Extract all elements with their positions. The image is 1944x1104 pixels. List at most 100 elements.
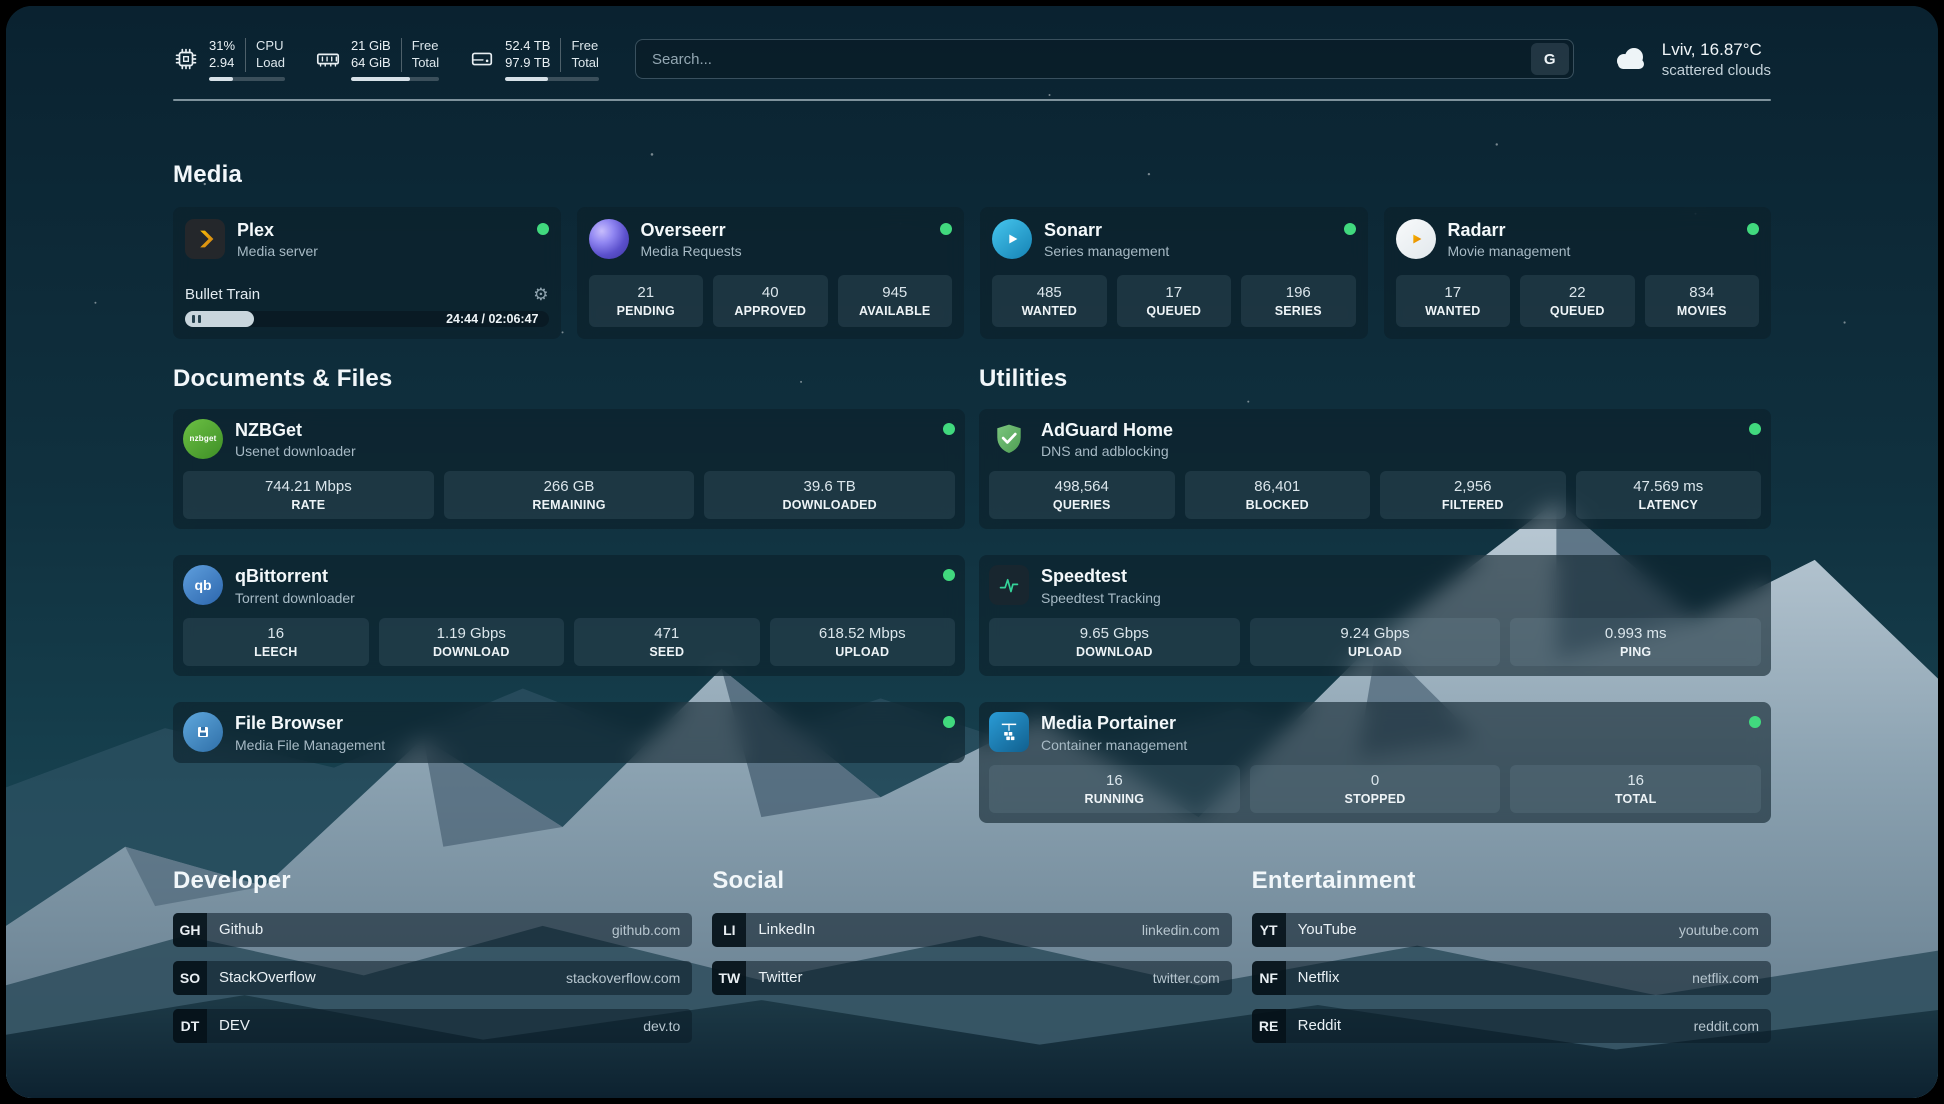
- playback-progress-fill: [185, 310, 255, 327]
- dashboard-screen: 31% 2.94 CPU Load: [6, 6, 1938, 1098]
- weather-location: Lviv, 16.87°C: [1661, 39, 1762, 59]
- stat-download: 1.19 Gbps DOWNLOAD: [378, 618, 564, 667]
- status-online-dot: [1747, 222, 1759, 235]
- stat-available: 945 AVAILABLE: [837, 274, 952, 327]
- developer-title: Developer: [173, 866, 291, 894]
- stat-approved: 40 APPROVED: [713, 274, 828, 327]
- card-nzbget[interactable]: nzbget NZBGet Usenet downloader 744.21 M…: [173, 408, 965, 530]
- radarr-icon: [1395, 218, 1436, 259]
- memory-free-label: Free: [411, 38, 439, 53]
- disk-free-label: Free: [571, 38, 599, 53]
- card-speedtest[interactable]: Speedtest Speedtest Tracking 9.65 Gbps D…: [979, 555, 1771, 677]
- weather-widget: Lviv, 16.87°C scattered clouds: [1610, 40, 1771, 79]
- app-subtitle: Movie management: [1447, 243, 1571, 260]
- app-name: Overseerr: [640, 219, 726, 240]
- topbar-divider: [173, 98, 1771, 101]
- stat-running: 16 RUNNING: [989, 764, 1240, 813]
- bookmark-stackoverflow[interactable]: SO StackOverflow stackoverflow.com: [173, 960, 693, 995]
- memory-widget: 21 GiB 64 GiB Free Total: [315, 38, 440, 81]
- memory-total-value: 64 GiB: [350, 54, 391, 70]
- cpu-label: CPU: [256, 38, 284, 53]
- app-name: AdGuard Home: [1041, 419, 1174, 440]
- status-online-dot: [943, 422, 955, 435]
- filebrowser-icon: [183, 712, 223, 753]
- status-online-dot: [1749, 422, 1761, 435]
- disk-widget: 52.4 TB 97.9 TB Free Total: [469, 38, 599, 81]
- status-online-dot: [943, 569, 955, 582]
- playback-progress-bar[interactable]: 24:44 / 02:06:47: [185, 310, 549, 327]
- bookmark-linkedin[interactable]: LI LinkedIn linkedin.com: [712, 912, 1232, 947]
- disk-free-value: 52.4 TB: [505, 38, 551, 53]
- app-subtitle: Media File Management: [235, 736, 386, 753]
- memory-total-label: Total: [411, 54, 440, 70]
- stat-blocked: 86,401 BLOCKED: [1184, 471, 1370, 520]
- stat-upload: 9.24 Gbps UPLOAD: [1249, 618, 1501, 667]
- stat-series: 196 SERIES: [1241, 274, 1356, 327]
- status-online-dot: [940, 222, 952, 235]
- app-name: Radarr: [1447, 219, 1506, 240]
- bookmark-dev[interactable]: DT DEV dev.to: [173, 1008, 693, 1043]
- app-name: Speedtest: [1041, 566, 1128, 587]
- nzbget-icon: nzbget: [183, 418, 223, 459]
- app-subtitle: Container management: [1041, 736, 1188, 753]
- dev-icon: DT: [173, 1008, 207, 1043]
- card-qbittorrent[interactable]: qb qBittorrent Torrent downloader 16 LEE…: [173, 555, 965, 677]
- cpu-usage-bar: [209, 76, 285, 81]
- stat-remaining: 266 GB REMAINING: [443, 471, 695, 520]
- card-overseerr[interactable]: Overseerr Media Requests 21 PENDING 40 A…: [576, 206, 964, 339]
- app-subtitle: Series management: [1044, 243, 1170, 260]
- playback-time: 24:44 / 02:06:47: [446, 311, 539, 326]
- cpu-percent: 31%: [209, 38, 236, 53]
- stat-queued: 17 QUEUED: [1116, 274, 1231, 327]
- social-title: Social: [712, 866, 785, 894]
- card-filebrowser[interactable]: File Browser Media File Management: [173, 702, 965, 763]
- card-plex[interactable]: Plex Media server Bullet Train ⚙ 24:44: [173, 206, 561, 339]
- pause-icon[interactable]: [192, 314, 201, 323]
- card-portainer[interactable]: Media Portainer Container management 16 …: [979, 702, 1771, 823]
- card-sonarr[interactable]: Sonarr Series management 485 WANTED 17 Q…: [980, 206, 1368, 339]
- topbar: 31% 2.94 CPU Load: [173, 6, 1771, 81]
- youtube-icon: YT: [1251, 912, 1286, 947]
- app-subtitle: Speedtest Tracking: [1041, 590, 1161, 607]
- bookmark-youtube[interactable]: YT YouTube youtube.com: [1251, 912, 1771, 947]
- utilities-title: Utilities: [979, 364, 1068, 392]
- cloud-icon: [1610, 41, 1650, 78]
- linkedin-icon: LI: [712, 912, 747, 947]
- portainer-icon: [989, 712, 1029, 753]
- ram-icon: [315, 46, 341, 72]
- app-subtitle: Usenet downloader: [235, 443, 356, 460]
- search-input[interactable]: [649, 49, 1531, 69]
- media-title: Media: [173, 160, 243, 188]
- card-adguard[interactable]: AdGuard Home DNS and adblocking 498,564 …: [979, 408, 1771, 530]
- settings-gear-icon[interactable]: ⚙: [533, 284, 549, 304]
- stat-wanted: 17 WANTED: [1395, 274, 1510, 327]
- stat-pending: 21 PENDING: [588, 274, 703, 327]
- cpu-load-value: 2.94: [209, 54, 235, 70]
- stat-rate: 744.21 Mbps RATE: [183, 471, 434, 520]
- card-radarr[interactable]: Radarr Movie management 17 WANTED 22 QUE…: [1383, 206, 1771, 339]
- bookmark-twitter[interactable]: TW Twitter twitter.com: [712, 960, 1232, 995]
- app-subtitle: Media server: [237, 243, 318, 260]
- adguard-icon: [989, 419, 1029, 459]
- plex-icon: [185, 218, 225, 259]
- stat-queries: 498,564 QUERIES: [989, 471, 1175, 520]
- disk-icon: [469, 46, 495, 72]
- bookmark-github[interactable]: GH Github github.com: [173, 912, 693, 947]
- search-engine-button[interactable]: G: [1530, 43, 1569, 76]
- stat-latency: 47.569 ms LATENCY: [1575, 471, 1761, 520]
- stat-download: 9.65 Gbps DOWNLOAD: [989, 618, 1240, 667]
- now-playing-title: Bullet Train: [185, 285, 261, 303]
- bookmark-reddit[interactable]: RE Reddit reddit.com: [1251, 1008, 1771, 1043]
- stat-total: 16 TOTAL: [1510, 764, 1762, 813]
- qbittorrent-icon: qb: [183, 565, 223, 606]
- netflix-icon: NF: [1251, 960, 1286, 995]
- stat-filtered: 2,956 FILTERED: [1380, 471, 1566, 520]
- cpu-load-label: Load: [256, 54, 285, 70]
- bookmark-netflix[interactable]: NF Netflix netflix.com: [1251, 960, 1771, 995]
- app-name: Media Portainer: [1041, 713, 1177, 734]
- search-bar: G: [634, 39, 1574, 80]
- app-name: NZBGet: [235, 419, 302, 440]
- stat-ping: 0.993 ms PING: [1510, 618, 1762, 667]
- speedtest-icon: [989, 565, 1029, 606]
- documents-title: Documents & Files: [173, 364, 393, 392]
